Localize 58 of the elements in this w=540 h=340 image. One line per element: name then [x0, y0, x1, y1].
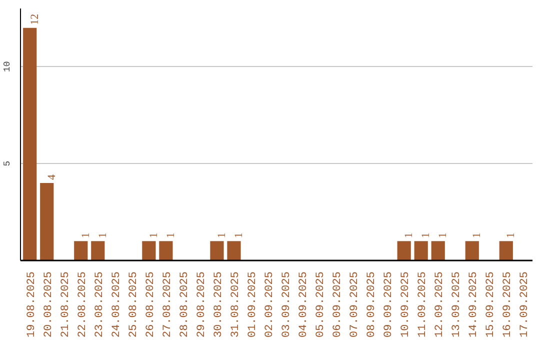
x-tick-label: 20.08.2025 — [42, 271, 55, 338]
data-label: 1 — [420, 232, 432, 238]
data-label: 1 — [164, 232, 177, 238]
bar — [23, 28, 37, 260]
x-tick-label: 12.09.2025 — [434, 271, 446, 338]
y-tick-label: 5 — [2, 160, 12, 166]
x-tick-label: 09.09.2025 — [383, 271, 396, 338]
bar — [159, 241, 173, 260]
bar — [142, 241, 156, 260]
x-tick-label: 30.08.2025 — [212, 271, 225, 338]
x-tick-label: 04.09.2025 — [298, 271, 310, 338]
bar — [431, 241, 445, 260]
x-tick-label: 26.08.2025 — [144, 271, 157, 338]
x-tick-label: 07.09.2025 — [349, 271, 362, 338]
bar — [210, 241, 224, 260]
x-tick-label: 27.08.2025 — [162, 271, 174, 338]
x-tick-label: 23.08.2025 — [94, 271, 106, 338]
x-tick-label: 24.08.2025 — [110, 271, 123, 338]
x-tick-label: 16.09.2025 — [502, 271, 514, 338]
data-label: 1 — [403, 232, 416, 238]
x-tick-label: 08.09.2025 — [366, 271, 378, 338]
data-label: 1 — [232, 232, 245, 238]
bar — [74, 241, 88, 260]
x-tick-label: 31.08.2025 — [230, 271, 242, 338]
data-label: 1 — [437, 232, 450, 238]
data-label: 1 — [505, 232, 518, 238]
data-label: 4 — [46, 174, 58, 180]
bar — [40, 182, 54, 260]
x-tick-label: 29.08.2025 — [196, 271, 208, 338]
data-label: 1 — [80, 232, 92, 238]
x-tick-label: 17.09.2025 — [519, 271, 532, 338]
bar — [397, 241, 411, 260]
data-label: 12 — [28, 14, 41, 25]
bar — [465, 241, 479, 260]
x-tick-label: 22.08.2025 — [76, 271, 89, 338]
x-tick-label: 13.09.2025 — [451, 271, 464, 338]
x-tick-label: 15.09.2025 — [485, 271, 498, 338]
x-tick-label: 14.09.2025 — [468, 271, 480, 338]
x-tick-label: 21.08.2025 — [60, 271, 72, 338]
data-label: 1 — [148, 232, 160, 238]
x-tick-label: 02.09.2025 — [264, 271, 276, 338]
bar — [227, 241, 241, 260]
bar — [414, 241, 428, 260]
y-tick-label: 10 — [2, 61, 12, 72]
data-label: 1 — [216, 232, 228, 238]
data-label: 1 — [471, 232, 484, 238]
x-tick-label: 05.09.2025 — [315, 271, 328, 338]
x-tick-label: 06.09.2025 — [332, 271, 344, 338]
x-tick-label: 01.09.2025 — [246, 271, 259, 338]
data-label: 1 — [96, 232, 109, 238]
x-tick-label: 28.08.2025 — [178, 271, 191, 338]
x-tick-label: 10.09.2025 — [400, 271, 412, 338]
x-tick-label: 19.08.2025 — [26, 271, 38, 338]
x-tick-label: 25.08.2025 — [128, 271, 140, 338]
x-tick-label: 03.09.2025 — [281, 271, 294, 338]
bar — [499, 241, 513, 260]
bar — [91, 241, 105, 260]
x-tick-label: 11.09.2025 — [417, 271, 430, 338]
